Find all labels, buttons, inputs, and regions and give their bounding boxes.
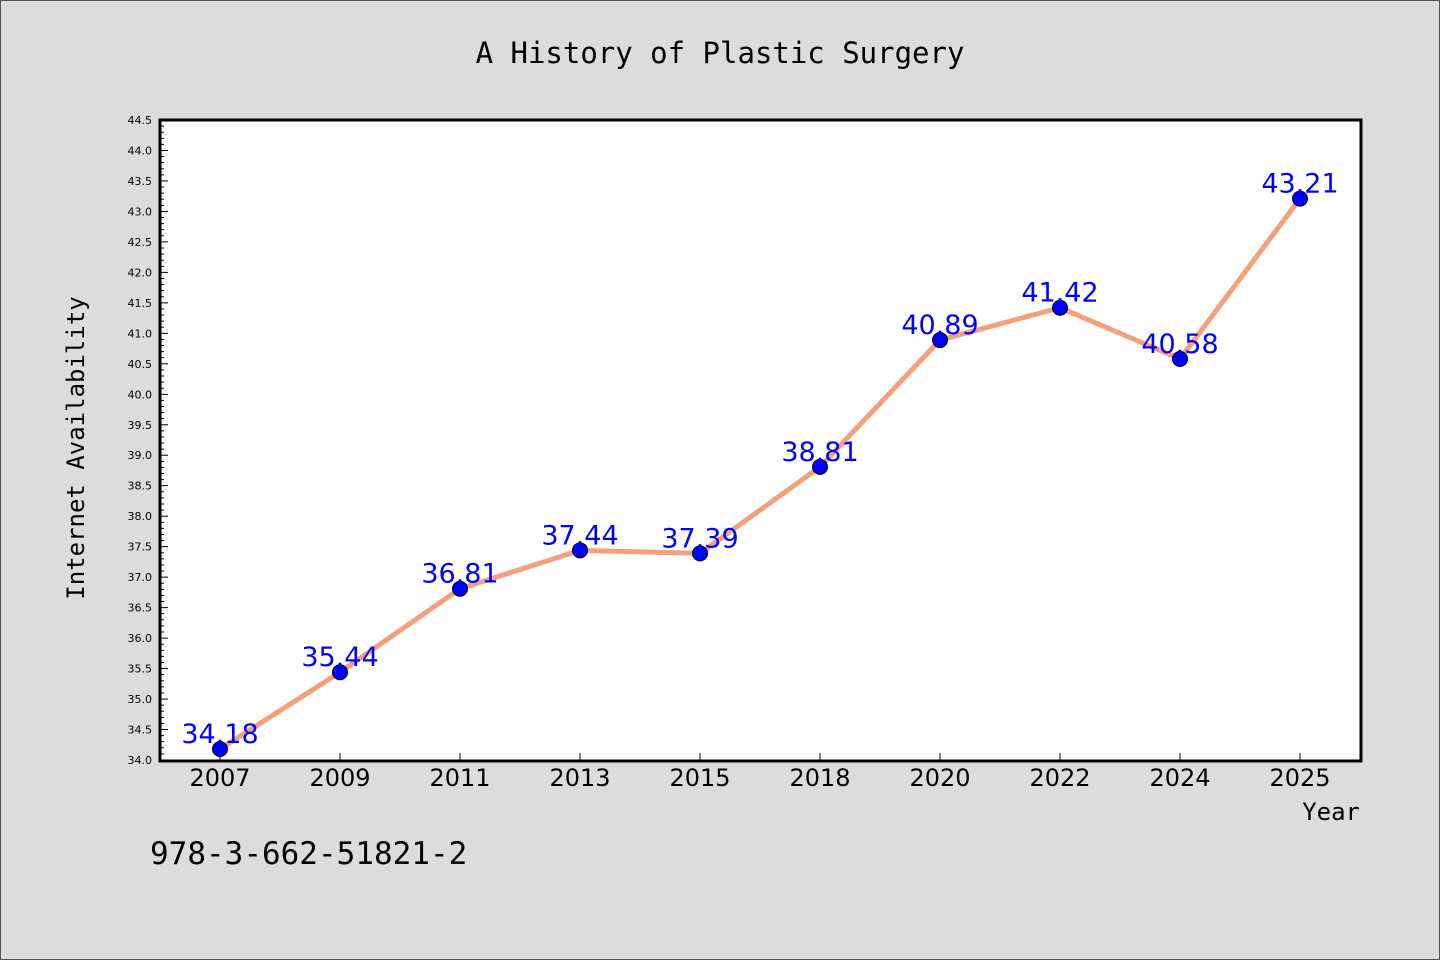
data-point xyxy=(572,542,588,559)
y-tick-label: 43.0 xyxy=(128,205,153,218)
x-tick-label: 2018 xyxy=(789,764,850,792)
data-point xyxy=(1292,190,1308,207)
data-label: 36.81 xyxy=(421,559,498,590)
x-tick-label: 2011 xyxy=(429,764,490,792)
chart-title: A History of Plastic Surgery xyxy=(476,36,965,70)
y-tick-label: 34.5 xyxy=(128,724,153,737)
data-point xyxy=(332,664,348,681)
x-tick-label: 2022 xyxy=(1029,764,1090,792)
x-tick-label: 2009 xyxy=(309,764,370,792)
x-axis-label: Year xyxy=(1302,798,1360,826)
data-point xyxy=(212,741,228,758)
data-label: 34.18 xyxy=(181,719,258,750)
y-tick-label: 38.5 xyxy=(128,480,153,493)
x-axis: 2007 2009 2011 2013 2015 2018 2020 2022 2024 2025 xyxy=(189,753,1331,792)
data-label: 35.44 xyxy=(301,642,378,673)
y-tick-label: 37.5 xyxy=(128,541,153,554)
data-label: 40.58 xyxy=(1141,329,1218,360)
series-layer: 34.18 35.44 36.81 37.44 37.39 38.81 40.89 41.42… xyxy=(181,169,1339,758)
y-tick-label: 40.0 xyxy=(128,388,153,401)
y-tick-label: 35.5 xyxy=(128,663,153,676)
data-label: 37.39 xyxy=(661,523,738,554)
y-tick-label: 35.0 xyxy=(128,693,153,706)
isbn-footnote: 978-3-662-51821-2 xyxy=(150,836,467,872)
y-axis-label: Internet Availability xyxy=(62,296,90,599)
y-tick-label: 39.5 xyxy=(128,419,153,432)
y-tick-label: 42.5 xyxy=(128,236,153,249)
x-tick-label: 2007 xyxy=(189,764,250,792)
data-point xyxy=(932,332,948,349)
data-point xyxy=(452,580,468,597)
data-label: 43.21 xyxy=(1261,169,1338,200)
y-tick-label: 41.5 xyxy=(128,297,153,310)
y-tick-label: 38.0 xyxy=(128,510,153,523)
data-point xyxy=(1172,350,1188,367)
y-tick-label: 44.0 xyxy=(128,144,153,157)
data-label: 40.89 xyxy=(901,310,978,341)
y-tick-label: 37.0 xyxy=(128,571,153,584)
y-tick-label: 42.0 xyxy=(128,266,153,279)
y-tick-label: 36.5 xyxy=(128,602,153,615)
y-tick-label: 41.0 xyxy=(128,327,153,340)
x-tick-label: 2024 xyxy=(1149,764,1210,792)
x-tick-label: 2013 xyxy=(549,764,610,792)
x-tick-label: 2015 xyxy=(669,764,730,792)
x-tick-label: 2020 xyxy=(909,764,970,792)
y-tick-label: 44.5 xyxy=(128,114,153,127)
y-tick-label: 36.0 xyxy=(128,632,153,645)
data-label: 37.44 xyxy=(541,520,618,551)
data-point xyxy=(1052,299,1068,316)
data-label: 38.81 xyxy=(781,437,858,468)
x-tick-label: 2025 xyxy=(1269,764,1330,792)
data-point xyxy=(812,458,828,475)
y-tick-label: 40.5 xyxy=(128,358,153,371)
y-tick-label: 39.0 xyxy=(128,449,153,462)
series-line xyxy=(217,196,1303,752)
data-point xyxy=(692,545,708,562)
data-label: 41.42 xyxy=(1021,278,1098,309)
y-axis: 34.0 34.5 35.0 35.5 36.0 36.5 37.0 37.5 38.0 38.5… xyxy=(128,114,168,767)
plot-area xyxy=(158,118,1363,763)
y-tick-label: 34.0 xyxy=(128,754,153,767)
y-tick-label: 43.5 xyxy=(128,175,153,188)
